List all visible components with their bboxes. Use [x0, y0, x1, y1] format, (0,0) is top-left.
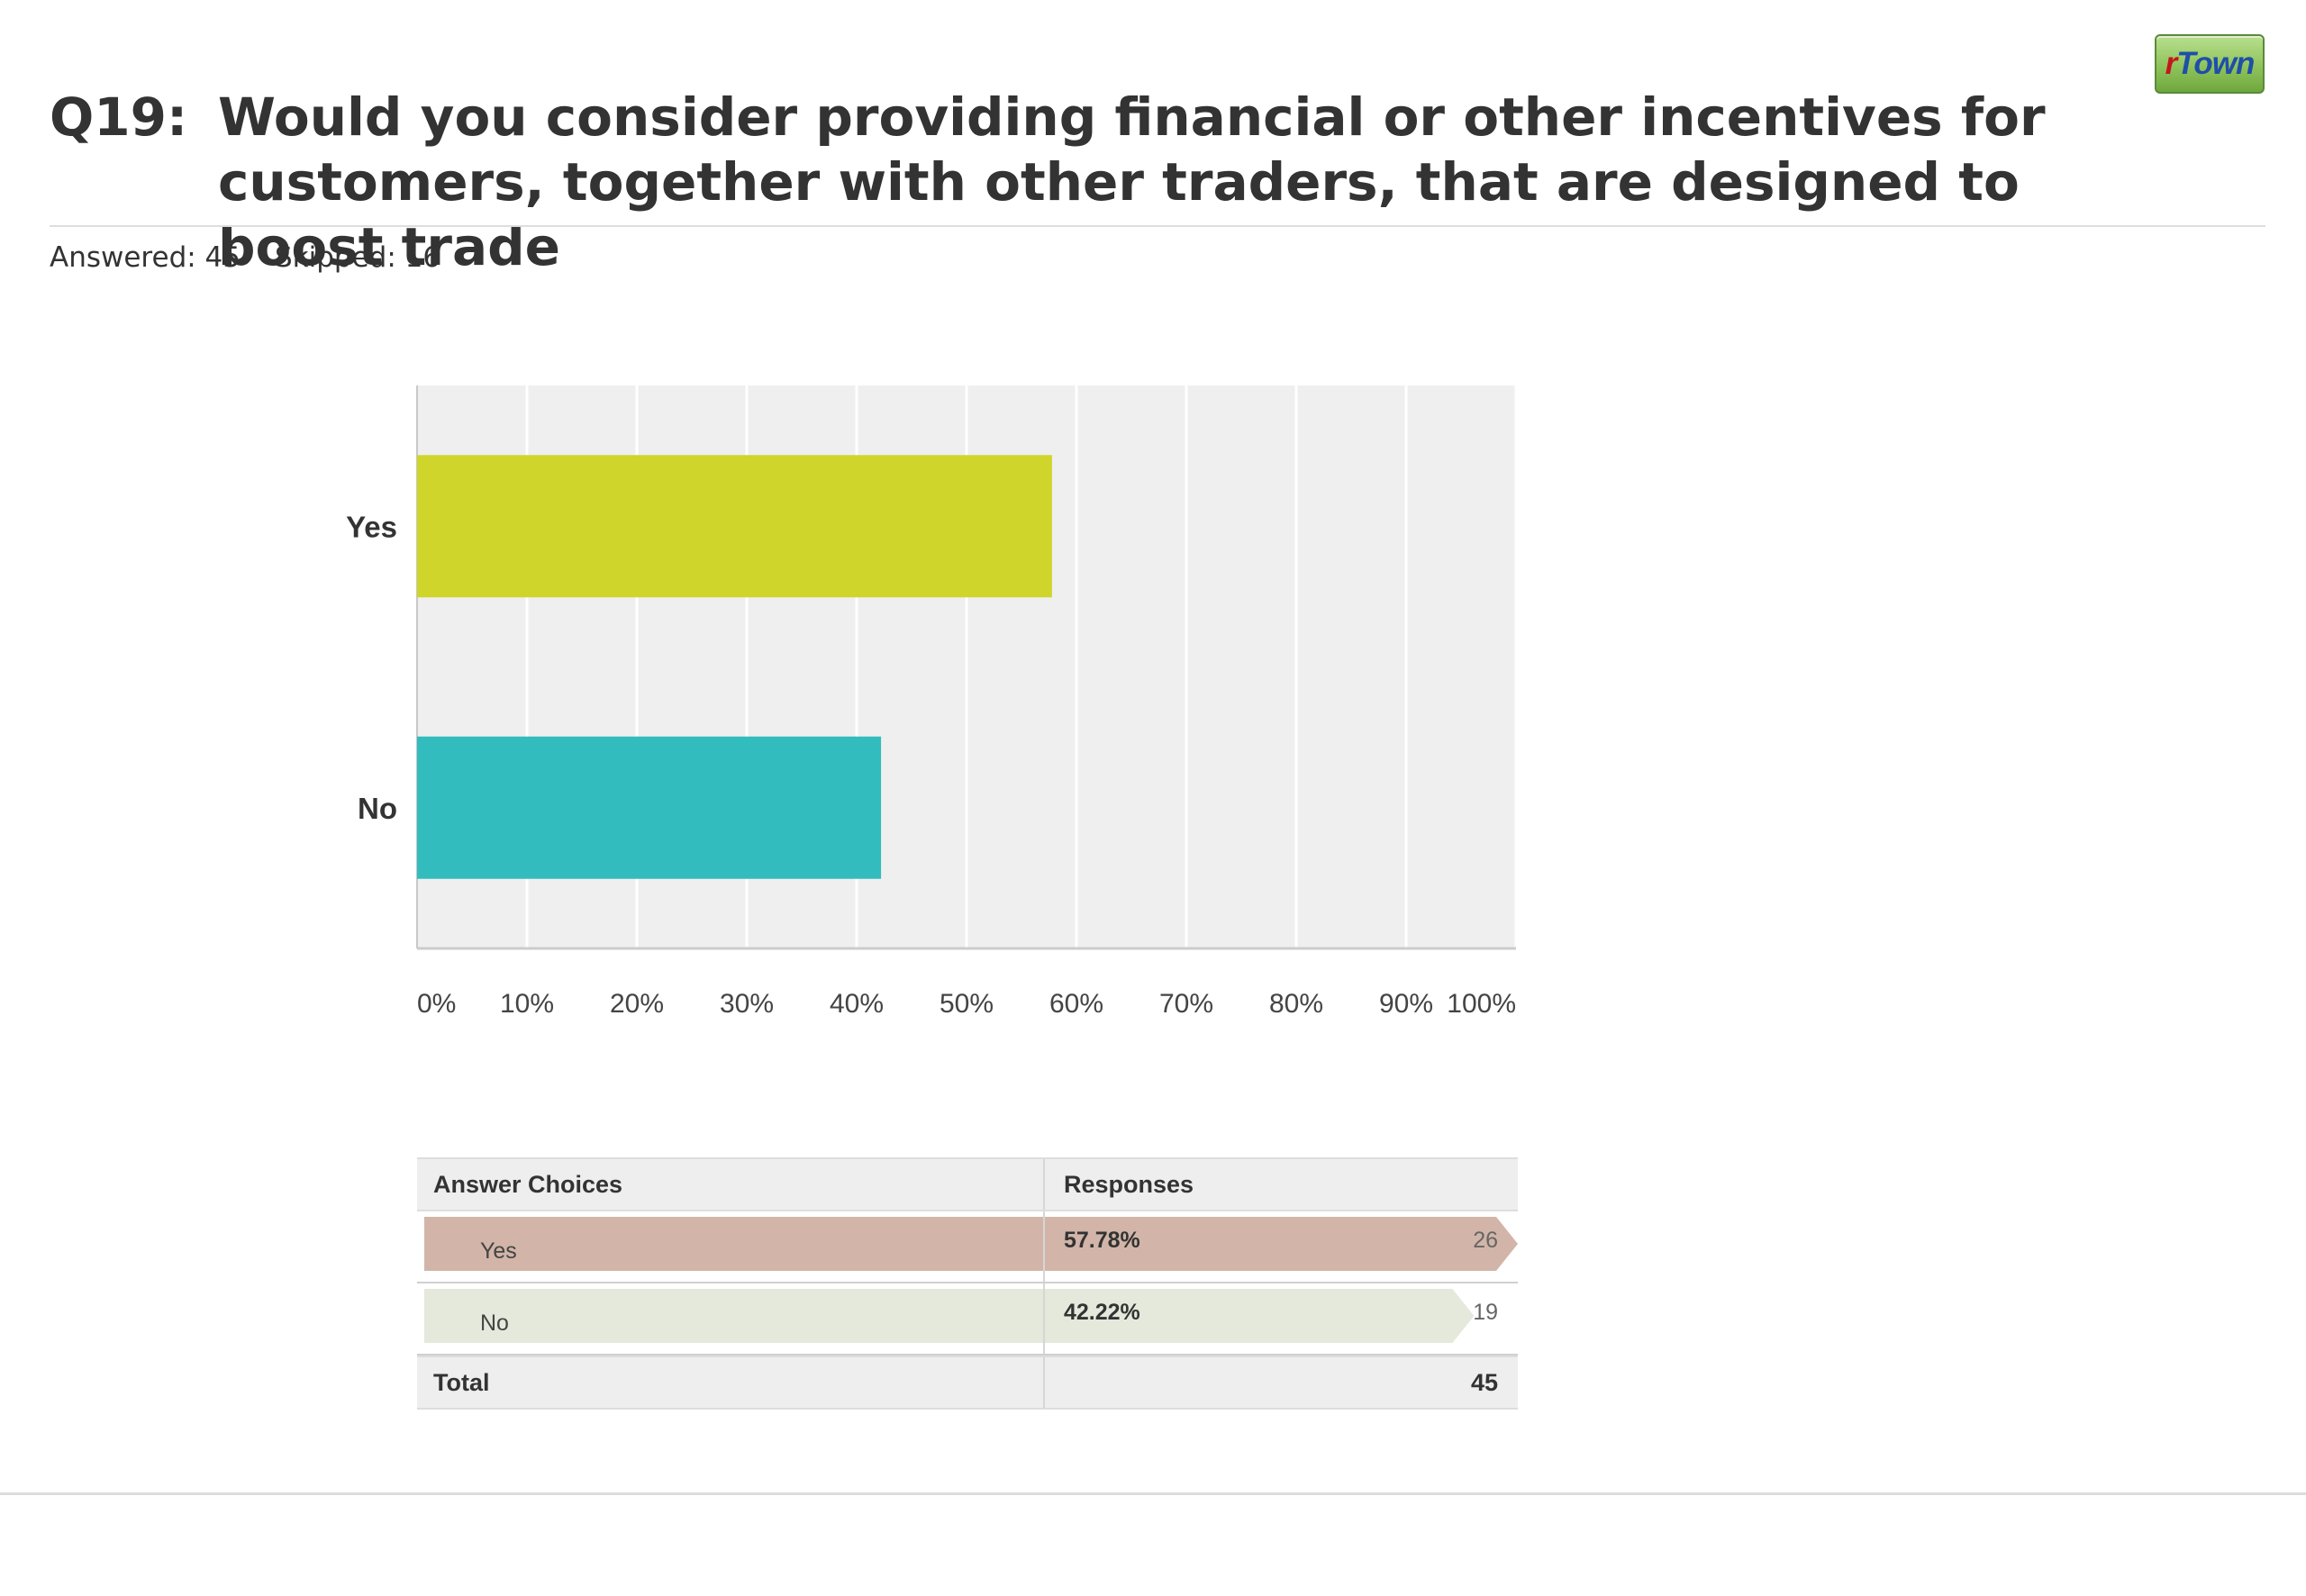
response-stats: Answered: 45 Skipped: 16: [50, 240, 440, 276]
x-tick-label: 80%: [1269, 989, 1323, 1019]
bar-no: [417, 736, 882, 879]
x-tick-label: 20%: [610, 989, 664, 1019]
choice-label: Yes: [480, 1238, 517, 1264]
column-divider: [1043, 1357, 1045, 1408]
category-label: Yes: [346, 510, 397, 543]
header-divider: [50, 225, 2265, 227]
response-bar: [424, 1289, 1475, 1343]
skipped-count: Skipped: 16: [275, 241, 441, 274]
column-divider: [1043, 1211, 1045, 1282]
bar-yes: [417, 455, 1052, 598]
rtown-logo: rTown: [2155, 34, 2265, 94]
header-answer-choices: Answer Choices: [433, 1171, 623, 1198]
logo-suffix: Town: [2176, 46, 2255, 81]
response-bar: [424, 1217, 1518, 1271]
x-tick-label: 100%: [1447, 989, 1516, 1019]
answer-table: Answer Choices Responses Yes 57.78% 26 N…: [417, 1157, 1518, 1410]
x-tick-label: 70%: [1159, 989, 1213, 1019]
answered-count: Answered: 45: [50, 241, 241, 274]
question-text: Would you consider providing financial o…: [218, 86, 2046, 277]
table-row: Yes 57.78% 26: [417, 1211, 1518, 1283]
response-percent: 42.22%: [1064, 1300, 1140, 1325]
footer-divider: [0, 1492, 2306, 1495]
x-tick-label: 0%: [417, 989, 456, 1019]
x-tick-label: 30%: [720, 989, 774, 1019]
x-tick-label: 10%: [500, 989, 554, 1019]
x-tick-label: 60%: [1049, 989, 1103, 1019]
logo-prefix: r: [2165, 46, 2178, 81]
table-row: No 42.22% 19: [417, 1283, 1518, 1356]
response-count: 26: [1473, 1228, 1498, 1253]
response-bar-shape: [424, 1217, 1518, 1271]
total-label: Total: [433, 1369, 490, 1396]
category-label: No: [358, 792, 397, 825]
x-tick-label: 50%: [940, 989, 994, 1019]
header-responses: Responses: [1064, 1171, 1194, 1198]
column-divider: [1043, 1283, 1045, 1354]
response-count: 19: [1473, 1300, 1498, 1325]
chart-svg: Yes No 0% 10% 20% 30% 40% 50% 60% 70% 80% 90% 100%: [346, 385, 1518, 1019]
response-bar-shape: [424, 1289, 1475, 1343]
bar-chart: Yes No 0% 10% 20% 30% 40% 50% 60% 70% 80% 90% 100%: [306, 360, 1531, 1048]
x-tick-label: 90%: [1379, 989, 1433, 1019]
x-tick-label: 40%: [830, 989, 884, 1019]
choice-label: No: [480, 1310, 509, 1336]
table-total-row: Total 45: [417, 1356, 1518, 1410]
column-divider: [1043, 1159, 1045, 1210]
table-header: Answer Choices Responses: [417, 1157, 1518, 1211]
total-value: 45: [1470, 1369, 1498, 1396]
question-number: Q19:: [50, 86, 188, 148]
response-percent: 57.78%: [1064, 1228, 1140, 1253]
